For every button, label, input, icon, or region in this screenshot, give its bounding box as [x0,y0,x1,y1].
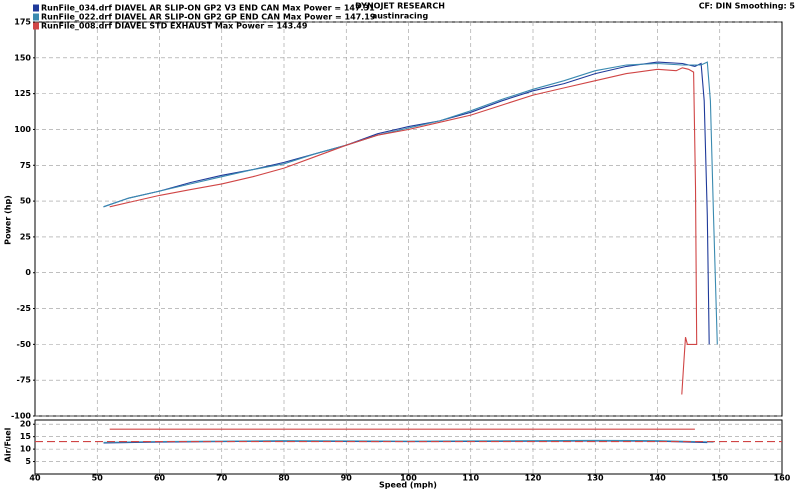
legend-swatch [33,4,39,12]
chart-subtitle: austinracing [372,12,429,21]
y-tick-label: 10 [20,445,32,454]
annotation: CF: DIN Smoothing: 5 [699,2,796,11]
x-tick-label: 160 [774,474,791,483]
y-tick-label: -100 [11,412,31,421]
x-tick-label: 100 [400,474,417,483]
x-tick-label: 60 [154,474,166,483]
x-tick-label: 110 [462,474,479,483]
legend-label: RunFile_022.drf DIAVEL AR SLIP-ON GP2 GP… [41,13,376,22]
y-tick-label: 0 [25,268,31,277]
legend-label: RunFile_008.drf DIAVEL STD EXHAUST Max P… [41,22,308,31]
y-tick-label: 125 [14,89,31,98]
x-tick-label: 150 [711,474,728,483]
y-tick-label: 25 [20,232,32,241]
y-tick-label: -50 [17,340,32,349]
y-tick-label: 15 [20,432,32,441]
y-axis-label: Air/Fuel [4,427,13,462]
legend-swatch [33,13,39,21]
y-tick-label: 50 [20,197,32,206]
y-tick-label: 175 [14,18,31,27]
y-tick-label: -75 [17,376,32,385]
y-tick-label: 150 [14,53,31,62]
x-tick-label: 70 [216,474,228,483]
y-tick-label: 75 [20,161,32,170]
x-tick-label: 120 [525,474,542,483]
x-tick-label: 130 [587,474,604,483]
y-axis-label: Power (hp) [4,195,13,245]
y-tick-label: -25 [17,304,32,313]
x-tick-label: 40 [29,474,41,483]
y-tick-label: 100 [14,125,31,134]
x-axis-label: Speed (mph) [379,481,437,490]
chart-title: DYNOJET RESEARCH [355,2,445,11]
series-line [103,61,710,345]
x-tick-label: 90 [341,474,353,483]
y-tick-label: 20 [20,420,32,429]
x-tick-label: 140 [649,474,666,483]
series-line [103,61,718,345]
x-tick-label: 80 [278,474,290,483]
x-tick-label: 50 [92,474,104,483]
legend-swatch [33,22,39,30]
series-line [109,67,698,395]
legend-label: RunFile_034.drf DIAVEL AR SLIP-ON GP2 V3… [41,4,375,13]
y-tick-label: 5 [25,457,31,466]
